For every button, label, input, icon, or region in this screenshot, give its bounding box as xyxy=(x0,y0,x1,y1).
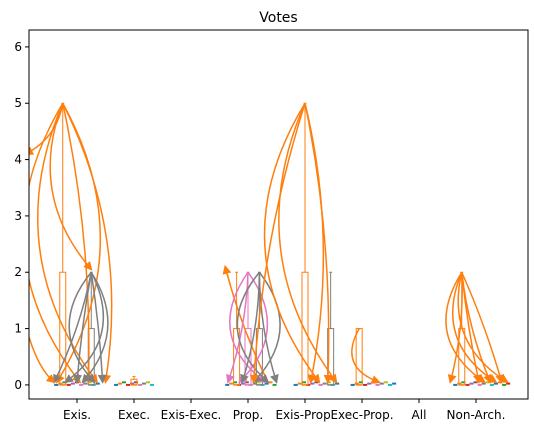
annotation-arrow xyxy=(252,271,281,384)
x-tick-label: Prop. xyxy=(233,408,263,422)
box-body xyxy=(355,328,363,386)
annotation-arrow xyxy=(222,264,269,383)
annotation-arrow xyxy=(68,271,96,384)
x-tick-label: Exis-Exec. xyxy=(161,408,222,422)
x-tick-label: Non-Arch. xyxy=(447,408,506,422)
x-tick-label: Exis-Prop. xyxy=(275,408,334,422)
annotation-arrow xyxy=(278,102,338,384)
x-axis: Exis. Exec. Exis-Exec. Prop. Exis-Prop.Exec-… xyxy=(63,399,505,422)
y-tick-label: 2 xyxy=(14,265,22,279)
annotation-arrow xyxy=(226,272,249,384)
annotation-arrow xyxy=(62,103,94,384)
y-tick-label: 5 xyxy=(14,96,22,110)
annotation-arrow xyxy=(29,102,81,384)
box-orange xyxy=(301,102,309,386)
box-orange xyxy=(59,102,67,386)
edge-arrow xyxy=(29,336,56,384)
annotation-arrow xyxy=(36,102,99,384)
annotation-arrow xyxy=(304,103,325,384)
annotation-arrow xyxy=(90,272,107,384)
annotation-arrow xyxy=(73,272,92,384)
box-orange xyxy=(233,271,241,386)
y-tick-label: 4 xyxy=(14,153,22,167)
annotation-arrow xyxy=(29,103,64,155)
y-tick-label: 1 xyxy=(14,322,22,336)
annotation-arrow xyxy=(445,271,487,384)
annotation-arrow xyxy=(81,271,109,384)
x-tick-label: Exec. xyxy=(118,408,150,422)
box-gray xyxy=(327,271,335,386)
annotation-arrow xyxy=(249,103,306,384)
annotation-arrow xyxy=(56,102,102,384)
annotation-arrow xyxy=(258,272,279,384)
y-tick-label: 3 xyxy=(14,209,22,223)
x-tick-label: Exec-Prop. xyxy=(330,408,393,422)
annotation-arrow xyxy=(304,103,333,384)
annotation-arrow xyxy=(229,271,267,384)
annotation-arrow xyxy=(62,102,113,384)
y-tick-label: 0 xyxy=(14,378,22,392)
y-tick-label: 6 xyxy=(14,40,22,54)
annotation-arrow xyxy=(461,272,492,384)
annotation-arrow xyxy=(452,271,498,384)
x-tick-label: Exis. xyxy=(63,408,91,422)
annotation-arrow xyxy=(263,102,321,384)
annotation-arrow xyxy=(457,272,509,384)
box-orange xyxy=(130,375,138,386)
plot-area xyxy=(29,102,511,386)
annotation-arrow xyxy=(236,271,270,384)
annotation-arrow xyxy=(351,328,381,384)
annotation-arrow xyxy=(461,271,505,384)
box-body xyxy=(301,271,309,386)
annotation-arrow xyxy=(49,102,93,271)
chart-title: Votes xyxy=(259,10,297,26)
box-orange xyxy=(355,328,363,386)
x-tick-label: All xyxy=(412,408,427,422)
axes-frame xyxy=(28,29,529,400)
annotation-arrow xyxy=(447,272,463,384)
y-axis: 0 1 2 3 4 5 6 xyxy=(14,40,29,392)
annotation-arrow xyxy=(238,271,268,384)
